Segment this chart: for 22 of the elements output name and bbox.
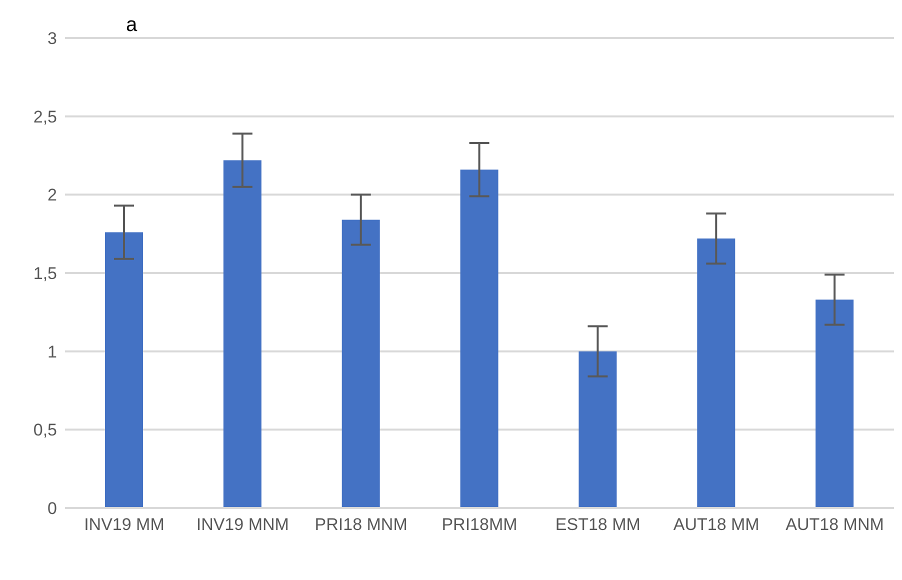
y-tick-label: 0	[48, 499, 57, 518]
x-tick-label: INV19 MNM	[196, 515, 289, 534]
x-tick-label: PRI18MM	[442, 515, 518, 534]
y-tick-label: 1	[48, 342, 57, 362]
x-tick-label: AUT18 MNM	[786, 515, 884, 534]
y-tick-label: 0,5	[33, 420, 57, 440]
bar	[223, 160, 262, 508]
x-tick-label: PRI18 MNM	[314, 515, 408, 534]
bar	[342, 220, 380, 508]
y-tick-label: 2,5	[33, 107, 57, 126]
bar	[105, 232, 143, 508]
bar	[460, 170, 498, 508]
x-tick-label: EST18 MM	[555, 515, 640, 534]
x-tick-label: AUT18 MM	[673, 515, 760, 534]
chart-title: a	[126, 14, 138, 37]
bar	[697, 238, 736, 508]
y-tick-label: 2	[48, 186, 57, 205]
bar	[578, 351, 617, 508]
y-tick-label: 1,5	[33, 264, 57, 284]
bar	[816, 300, 854, 508]
x-tick-label: INV19 MM	[84, 515, 164, 534]
y-tick-label: 3	[48, 29, 57, 48]
